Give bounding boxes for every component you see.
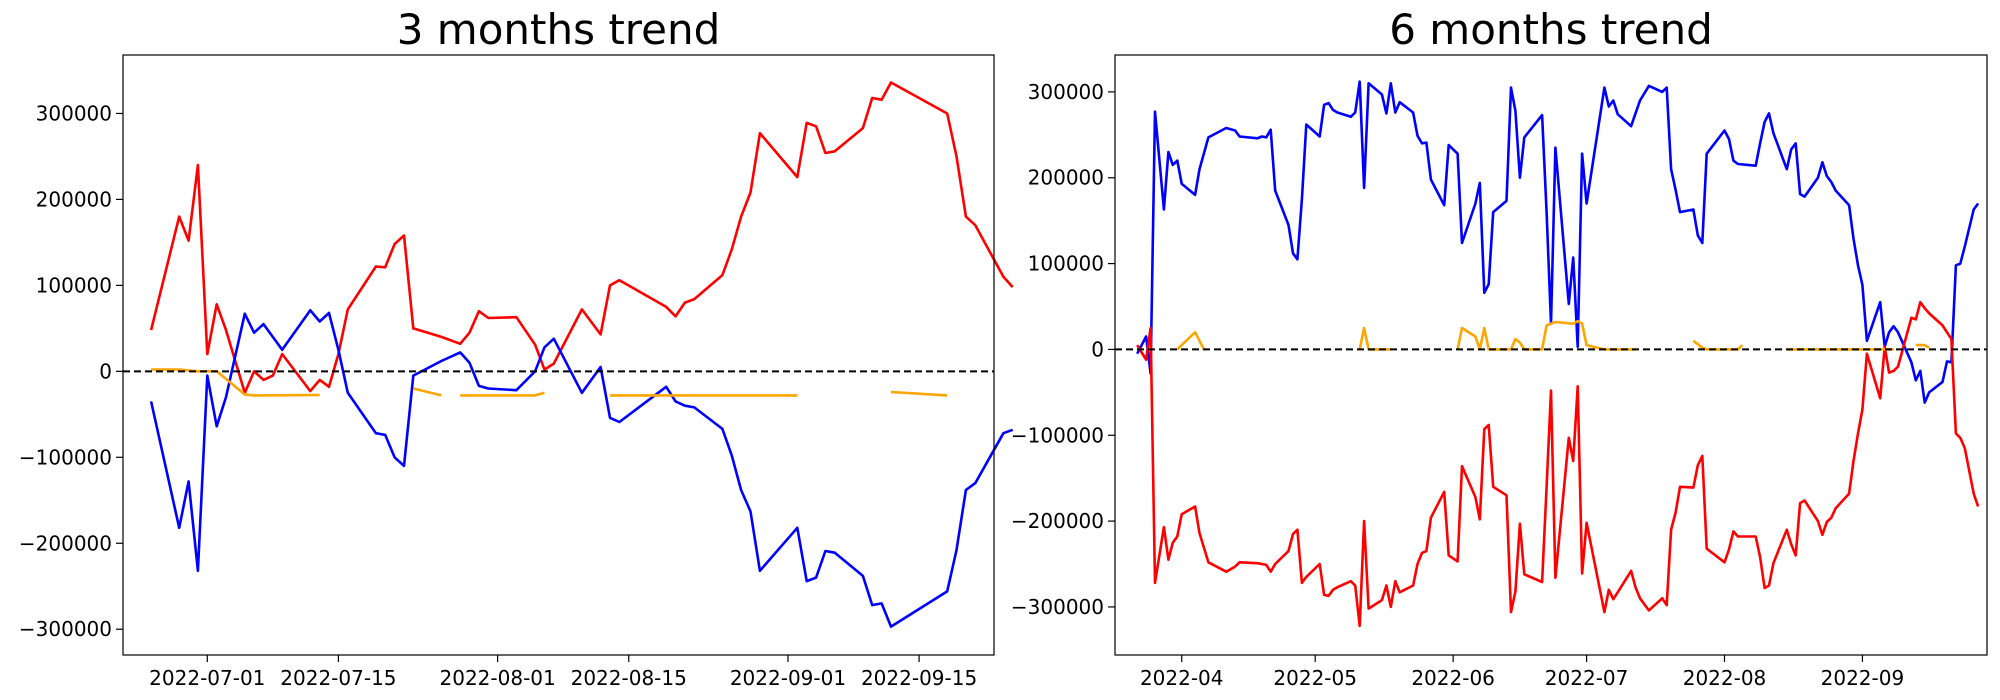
x-tick-label: 2022-09-01 bbox=[730, 666, 846, 690]
series-line-1-segment-1 bbox=[1136, 80, 1980, 404]
y-tick-label: 100000 bbox=[1028, 252, 1104, 276]
x-tick-label: 2022-08-01 bbox=[440, 666, 556, 690]
axes-frame bbox=[1114, 54, 1988, 656]
x-tick-label: 2022-08-15 bbox=[571, 666, 687, 690]
series-line-3-segment-1 bbox=[1176, 330, 1206, 351]
x-tick-label: 2022-07-01 bbox=[149, 666, 265, 690]
series-line-3-segment-4 bbox=[1692, 339, 1744, 351]
y-tick-label: 0 bbox=[99, 359, 112, 383]
y-tick-label: −100000 bbox=[1011, 423, 1104, 447]
series-line-3-segment-2 bbox=[412, 387, 442, 397]
chart-3-months: 3 months trend 300000 200000 100000 0 −10000… bbox=[19, 5, 1014, 690]
x-tick-label: 2022-04 bbox=[1140, 666, 1224, 690]
series-line-2-segment-1 bbox=[1136, 300, 1980, 628]
series-line-3-segment-1 bbox=[151, 368, 320, 397]
plot-area bbox=[1136, 80, 1980, 628]
plot-area bbox=[149, 81, 1014, 628]
chart-6-months: 6 months trend 300000 200000 100000 0 −10000… bbox=[1011, 5, 1988, 690]
series-line-3-segment-2 bbox=[1358, 326, 1391, 351]
x-tick-label: 2022-07-15 bbox=[280, 666, 396, 690]
x-tick-label: 2022-07 bbox=[1545, 666, 1629, 690]
y-tick-label: 300000 bbox=[36, 101, 112, 125]
x-tick-label: 2022-09 bbox=[1821, 666, 1905, 690]
y-tick-label: −300000 bbox=[1011, 595, 1104, 619]
series-line-1-segment-1 bbox=[149, 81, 1014, 395]
x-tick-label: 2022-09-15 bbox=[861, 666, 977, 690]
y-tick-label: 300000 bbox=[1028, 80, 1104, 104]
series-line-3-segment-6 bbox=[1915, 343, 1930, 349]
chart-title: 6 months trend bbox=[1389, 5, 1713, 54]
y-tick-label: −100000 bbox=[19, 445, 112, 469]
y-tick-label: 200000 bbox=[36, 187, 112, 211]
series-line-3-segment-3 bbox=[460, 391, 545, 397]
chart-title: 3 months trend bbox=[397, 5, 721, 54]
x-tick-label: 2022-05 bbox=[1273, 666, 1357, 690]
x-tick-label: 2022-06 bbox=[1411, 666, 1495, 690]
y-tick-label: −200000 bbox=[19, 531, 112, 555]
y-tick-label: 100000 bbox=[36, 273, 112, 297]
series-line-3-segment-3 bbox=[1456, 319, 1636, 351]
y-tick-label: 0 bbox=[1091, 337, 1104, 361]
y-tick-label: −300000 bbox=[19, 617, 112, 641]
series-line-3-segment-5 bbox=[890, 390, 948, 397]
x-tick-label: 2022-08 bbox=[1683, 666, 1767, 690]
series-line-2-segment-1 bbox=[149, 308, 1014, 628]
axes-frame bbox=[122, 54, 995, 656]
y-tick-label: −200000 bbox=[1011, 509, 1104, 533]
y-tick-label: 200000 bbox=[1028, 166, 1104, 190]
